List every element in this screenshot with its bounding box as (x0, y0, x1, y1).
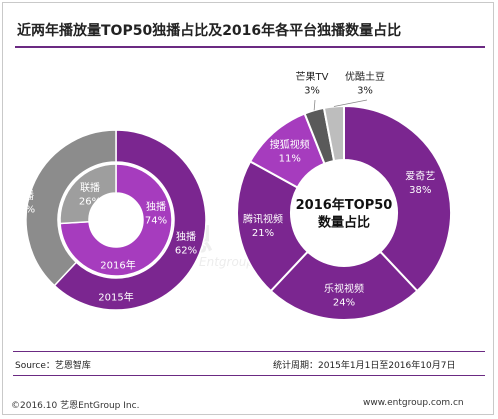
footer-divider-bottom (13, 375, 485, 376)
bottom-bar: ©2016.10 艺恩EntGroup Inc. www.entgroup.co… (3, 393, 493, 414)
leader-youku (333, 99, 368, 107)
label-sohu: 搜狐视频 11% (270, 138, 310, 165)
donut-slice-iqiyi (343, 104, 452, 293)
label-2016-exclusive: 独播 74% (145, 200, 167, 227)
chart-title: 近两年播放量TOP50独播占比及2016年各平台独播数量占比 (17, 23, 402, 39)
donut-slice-tencent (236, 160, 310, 293)
source-note: Source：艺恩智库 (15, 361, 91, 371)
label-2015-exclusive: 独播 62% (175, 230, 197, 257)
label-iqiyi: 爱奇艺 38% (405, 170, 435, 197)
label-2015-shared: 联播 38% (13, 189, 35, 216)
leader-mango (313, 99, 316, 111)
donut-slice-inner-exclusive (59, 163, 173, 277)
donut-slice-outer-shared (25, 129, 117, 287)
donut-slice-youku (322, 104, 345, 163)
title-area: 近两年播放量TOP50独播占比及2016年各平台独播数量占比 (3, 3, 493, 48)
label-mango: 芒果TV 3% (296, 70, 329, 97)
charts-canvas: 独播 62% 联播 38% 独播 74% 联播 26% 2015年 2016年 爱奇艺 38% 乐视视频… (13, 70, 452, 321)
donut-slice-letv (269, 250, 419, 321)
label-tencent: 腾讯视频 21% (243, 213, 283, 240)
footer-divider-top (13, 351, 485, 352)
copyright-text: ©2016.10 艺恩EntGroup Inc. (11, 401, 140, 411)
label-letv: 乐视视频 24% (324, 282, 364, 309)
label-youku: 优酷土豆 3% (345, 70, 385, 97)
label-ring-2016: 2016年 (100, 259, 135, 272)
period-note: 统计周期：2015年1月1日至2016年10月7日 (273, 361, 456, 371)
title-divider (15, 46, 485, 48)
donut-slice-inner-shared (59, 163, 117, 225)
website-link[interactable]: www.entgroup.com.cn (363, 398, 464, 408)
label-ring-2015: 2015年 (98, 291, 133, 304)
infographic-frame: 近两年播放量TOP50独播占比及2016年各平台独播数量占比 艺恩 Entgro… (2, 2, 494, 415)
watermark-subtext: Entgroup (199, 255, 255, 269)
donut-slice-outer-exclusive (53, 129, 207, 311)
donut-center-label: 2016年TOP50 数量占比 (296, 197, 393, 231)
label-2016-shared: 联播 26% (79, 181, 101, 208)
